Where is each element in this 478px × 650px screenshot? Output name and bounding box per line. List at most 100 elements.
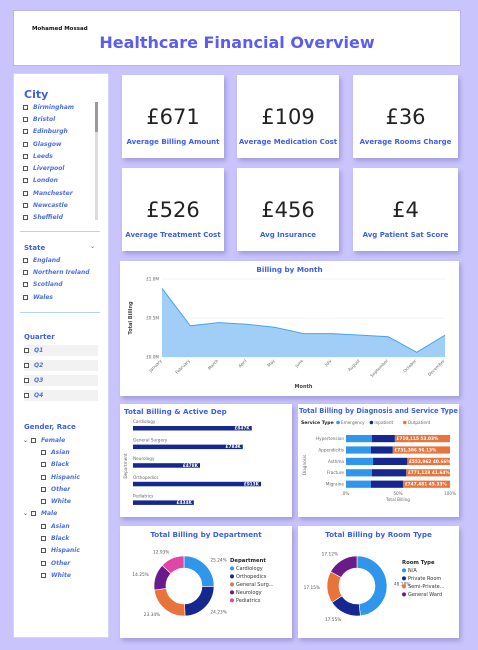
checkbox-icon[interactable] <box>31 511 37 517</box>
checkbox-icon[interactable] <box>23 104 28 110</box>
checkbox-icon[interactable] <box>23 129 28 135</box>
bar-segment <box>394 435 450 443</box>
x-tick-label: 0% <box>343 491 350 496</box>
legend-label: Pediatrics <box>236 598 261 604</box>
legend-marker <box>369 420 374 425</box>
city-option[interactable]: Newcastle <box>23 199 74 211</box>
race-option[interactable]: Hispanic <box>23 545 80 557</box>
y-axis-title: Total Billing <box>128 301 134 335</box>
data-label: £710,115 53.03% <box>396 436 439 442</box>
kpi-card-avg-insurance: £456 Avg Insurance <box>237 168 339 251</box>
checkbox-icon[interactable] <box>41 523 46 529</box>
checkbox-icon[interactable] <box>23 141 28 147</box>
checkbox-icon[interactable] <box>41 449 46 455</box>
race-option[interactable]: Other <box>23 483 80 495</box>
race-option[interactable]: Black <box>23 532 80 544</box>
checkbox-icon[interactable] <box>41 560 46 566</box>
checkbox-icon[interactable] <box>41 499 46 505</box>
state-option[interactable]: England <box>23 254 90 266</box>
quarter-option[interactable]: Q1 <box>24 345 98 356</box>
checkbox-icon[interactable] <box>31 437 37 443</box>
legend-label: Orthopedics <box>236 574 267 580</box>
checkbox-icon[interactable] <box>23 269 28 275</box>
data-label: 17.12% <box>322 552 338 558</box>
chevron-down-icon[interactable]: ⌄ <box>90 243 96 250</box>
checkbox-icon[interactable] <box>23 116 28 122</box>
checkbox-icon[interactable] <box>41 572 46 578</box>
legend-label: Semi-Private... <box>408 584 445 590</box>
data-label: £847K <box>234 426 250 432</box>
city-option[interactable]: Birmingham <box>23 101 74 113</box>
state-slicer-title: State <box>24 244 46 252</box>
gender-option-female[interactable]: ⌄ Female <box>23 436 66 444</box>
category-label: Cardiology <box>133 419 156 424</box>
race-option[interactable]: Asian <box>23 446 80 458</box>
checkbox-icon[interactable] <box>24 393 29 398</box>
checkbox-icon[interactable] <box>23 215 28 221</box>
author-name: Mohamed Mossad <box>32 26 88 32</box>
chevron-down-icon[interactable]: ⌄ <box>23 436 29 444</box>
checkbox-icon[interactable] <box>23 153 28 159</box>
donut-slice <box>161 555 185 575</box>
checkbox-icon[interactable] <box>23 282 28 288</box>
city-option[interactable]: Liverpool <box>23 162 74 174</box>
checkbox-icon[interactable] <box>23 294 28 300</box>
checkbox-icon[interactable] <box>23 190 28 196</box>
city-scrollbar[interactable] <box>95 102 98 220</box>
y-tick-label: £0.5M <box>146 316 159 321</box>
checkbox-icon[interactable] <box>24 348 29 353</box>
city-option[interactable]: Sheffield <box>23 212 74 224</box>
legend-marker <box>230 590 234 595</box>
gender-race-slicer: ⌄ Female Asian Black Hispanic Other White… <box>23 434 80 582</box>
chevron-down-icon[interactable]: ⌄ <box>23 510 29 518</box>
bar-segment <box>373 457 408 465</box>
diagnosis-stacked-bar-chart: Service Type Emergency Inpatient Outpatient… <box>301 420 456 502</box>
race-option[interactable]: Other <box>23 557 80 569</box>
city-option[interactable]: London <box>23 175 74 187</box>
kpi-value: £4 <box>392 198 419 222</box>
race-option[interactable]: Black <box>23 459 80 471</box>
checkbox-icon[interactable] <box>23 166 28 172</box>
state-option[interactable]: Wales <box>23 291 90 303</box>
state-slicer: England Northern Ireland Scotland Wales <box>23 254 90 303</box>
race-option[interactable]: Hispanic <box>23 471 80 483</box>
city-option[interactable]: Edinburgh <box>23 126 74 138</box>
city-option[interactable]: Bristol <box>23 113 74 125</box>
city-option[interactable]: Glasgow <box>23 138 74 150</box>
bar <box>133 426 252 431</box>
quarter-option[interactable]: Q4 <box>24 390 98 401</box>
checkbox-icon[interactable] <box>23 257 28 263</box>
checkbox-icon[interactable] <box>24 363 29 368</box>
city-option[interactable]: Manchester <box>23 187 74 199</box>
checkbox-icon[interactable] <box>41 548 46 554</box>
y-axis-title: Department <box>123 453 128 479</box>
data-label: 24.23% <box>210 609 226 615</box>
kpi-card-average-billing: £671 Average Billing Amount <box>122 75 224 158</box>
checkbox-icon[interactable] <box>23 178 28 184</box>
gender-option-male[interactable]: ⌄ Male <box>23 510 58 518</box>
checkbox-icon[interactable] <box>41 536 46 542</box>
y-tick-label: £1.0M <box>146 277 159 282</box>
city-option[interactable]: Leeds <box>23 150 74 162</box>
bar-segment <box>372 435 395 443</box>
legend-label: N/A <box>408 568 417 574</box>
x-tick-label: March <box>207 358 220 371</box>
divider <box>20 312 100 313</box>
race-option[interactable]: White <box>23 569 80 581</box>
state-option[interactable]: Scotland <box>23 279 90 291</box>
state-option[interactable]: Northern Ireland <box>23 266 90 278</box>
chart-title: Total Billing by Room Type <box>325 530 432 539</box>
bar-segment <box>392 446 450 454</box>
quarter-option[interactable]: Q3 <box>24 375 98 386</box>
race-option[interactable]: White <box>23 495 80 507</box>
checkbox-icon[interactable] <box>41 486 46 492</box>
race-option[interactable]: Asian <box>23 520 80 532</box>
checkbox-icon[interactable] <box>41 474 46 480</box>
quarter-option[interactable]: Q2 <box>24 360 98 371</box>
bar <box>133 444 243 450</box>
x-tick-label: February <box>174 358 191 375</box>
bar-segment <box>346 446 371 454</box>
checkbox-icon[interactable] <box>24 378 29 383</box>
checkbox-icon[interactable] <box>23 203 28 209</box>
checkbox-icon[interactable] <box>41 462 46 468</box>
